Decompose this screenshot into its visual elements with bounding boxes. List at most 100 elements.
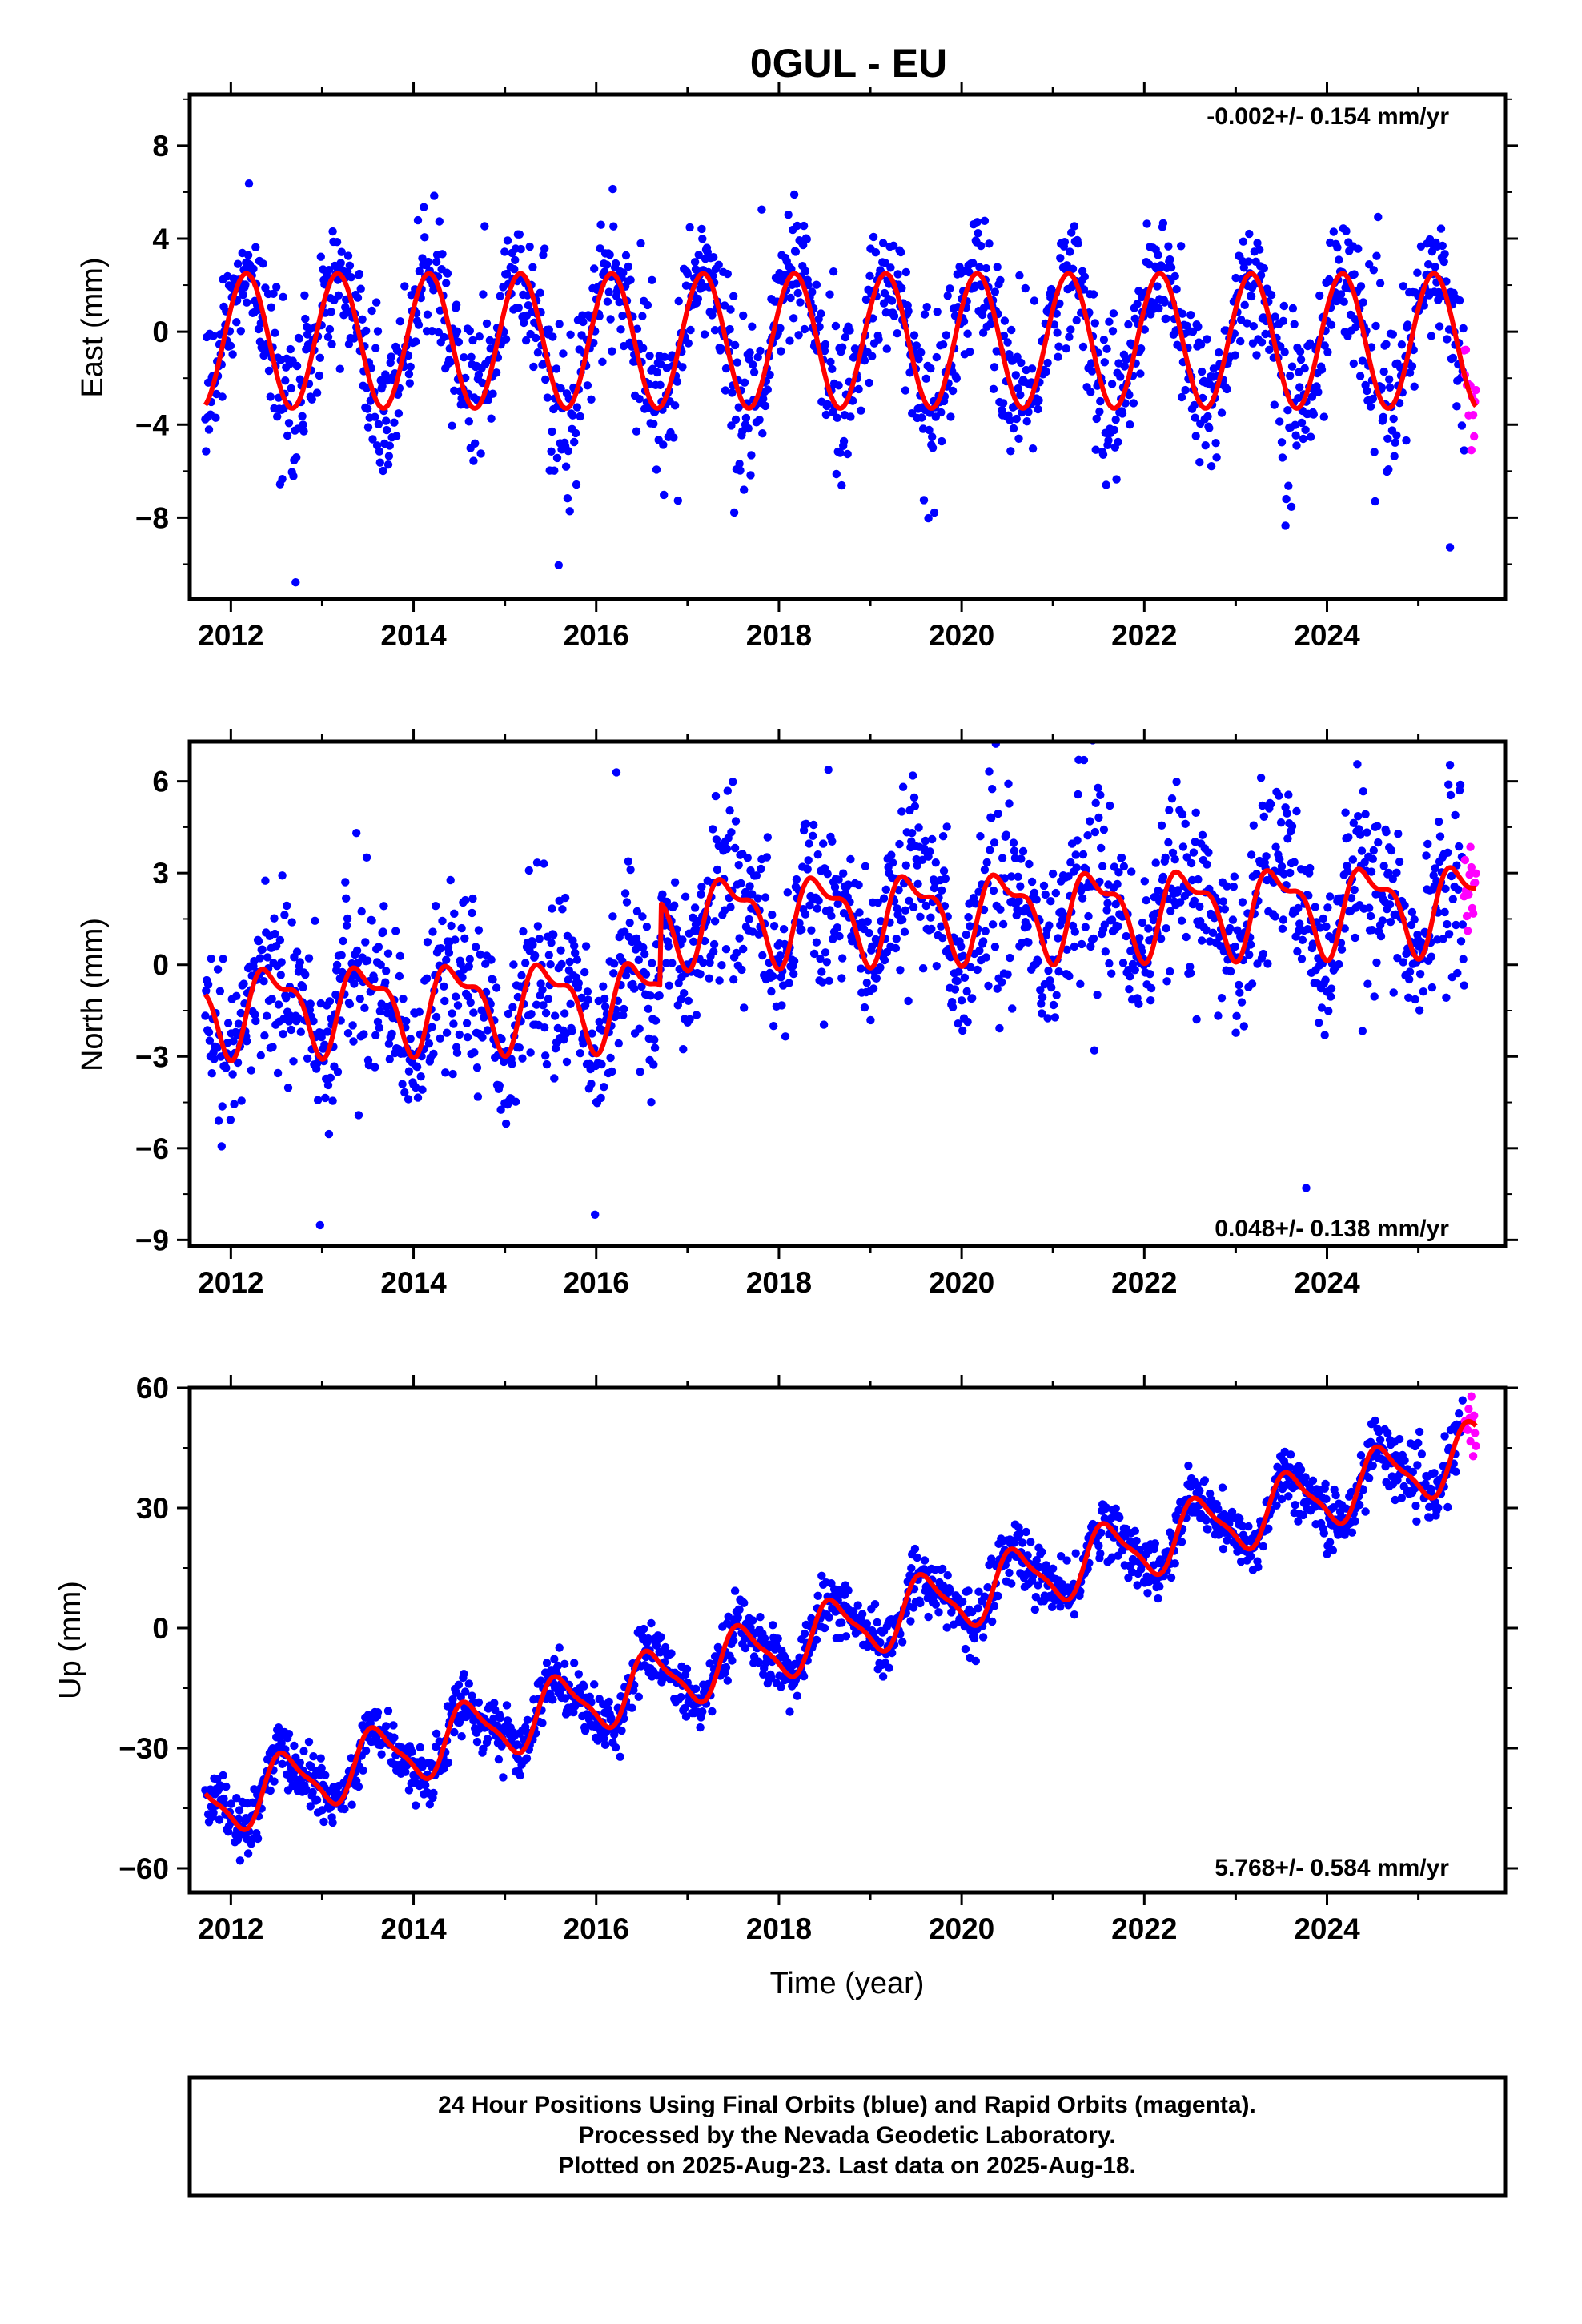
- final-point-north: [367, 916, 376, 925]
- final-point-north: [1262, 852, 1271, 861]
- final-point-up: [1071, 1549, 1080, 1558]
- final-point-north: [441, 1068, 450, 1077]
- final-point-east: [1012, 414, 1021, 424]
- final-point-east: [832, 469, 841, 479]
- final-point-north: [1447, 871, 1456, 881]
- final-point-east: [1287, 362, 1297, 371]
- final-point-east: [831, 321, 841, 331]
- final-point-up: [924, 1612, 933, 1622]
- final-point-north: [527, 1010, 536, 1019]
- final-point-north: [913, 879, 922, 889]
- final-point-east: [1191, 432, 1200, 440]
- final-point-north: [299, 983, 307, 992]
- final-point-up: [837, 1618, 846, 1627]
- final-point-north: [1178, 842, 1188, 851]
- final-point-north: [938, 934, 947, 943]
- final-point-east: [264, 366, 274, 376]
- final-point-north: [1321, 975, 1330, 984]
- final-point-up: [576, 1689, 584, 1698]
- final-point-north: [1039, 881, 1049, 891]
- final-point-east: [793, 221, 801, 231]
- final-point-up: [468, 1691, 476, 1700]
- final-point-east: [500, 247, 509, 256]
- final-point-north: [1407, 907, 1417, 917]
- final-point-north: [964, 913, 973, 922]
- final-point-north: [896, 966, 905, 975]
- final-point-east: [404, 369, 414, 379]
- final-point-east: [1207, 462, 1216, 471]
- final-point-north: [1227, 967, 1235, 976]
- final-point-north: [1122, 931, 1130, 941]
- final-point-east: [576, 412, 584, 421]
- final-point-north: [973, 965, 982, 975]
- final-point-north: [496, 1105, 505, 1114]
- final-point-east: [749, 368, 759, 376]
- final-point-north: [927, 924, 936, 934]
- final-point-up: [1007, 1579, 1016, 1588]
- final-point-east: [1086, 388, 1095, 396]
- final-point-north: [215, 987, 225, 996]
- final-point-east: [1281, 521, 1290, 530]
- final-point-north: [838, 954, 847, 963]
- final-point-north: [325, 997, 335, 1006]
- final-point-east: [1317, 365, 1327, 374]
- final-point-north: [740, 1003, 749, 1012]
- final-point-east: [714, 260, 723, 269]
- final-point-north: [1386, 918, 1395, 927]
- final-point-north: [865, 928, 873, 938]
- final-point-north: [556, 946, 565, 955]
- final-point-east: [271, 328, 279, 337]
- final-point-north: [1054, 934, 1062, 943]
- final-point-up: [898, 1638, 907, 1647]
- final-point-east: [556, 384, 565, 393]
- final-point-east: [1100, 358, 1110, 367]
- final-point-east: [1279, 316, 1288, 325]
- final-point-east: [555, 320, 564, 328]
- final-point-up: [412, 1801, 420, 1810]
- final-point-up: [383, 1707, 393, 1715]
- final-point-up: [560, 1659, 569, 1668]
- final-point-north: [612, 768, 621, 777]
- final-point-north: [1010, 846, 1019, 855]
- final-point-north: [548, 904, 556, 913]
- final-point-north: [256, 1051, 265, 1060]
- final-point-north: [1157, 935, 1166, 943]
- final-point-north: [442, 955, 451, 964]
- final-point-east: [977, 241, 986, 251]
- final-point-east: [1217, 408, 1227, 417]
- final-point-up: [389, 1721, 398, 1730]
- final-point-north: [457, 923, 466, 933]
- final-point-north: [341, 878, 350, 887]
- final-point-north: [1340, 924, 1349, 933]
- final-point-up: [1143, 1589, 1152, 1598]
- final-point-east: [1374, 212, 1383, 222]
- final-point-north: [1177, 707, 1185, 715]
- final-point-up: [946, 1586, 954, 1594]
- final-point-north: [637, 982, 646, 991]
- final-point-up: [299, 1747, 308, 1755]
- final-point-north: [581, 942, 591, 951]
- final-point-up: [401, 1767, 410, 1776]
- final-point-east: [1055, 299, 1064, 308]
- points-east: [201, 179, 1480, 587]
- final-point-up: [696, 1723, 705, 1732]
- final-point-north: [406, 1035, 415, 1043]
- final-point-north: [1460, 981, 1468, 990]
- final-point-east: [488, 389, 497, 398]
- final-point-north: [1098, 862, 1107, 870]
- final-point-north: [1032, 895, 1041, 904]
- final-point-north: [835, 931, 844, 941]
- final-point-east: [1336, 290, 1346, 299]
- final-point-east: [454, 337, 464, 347]
- final-point-east: [486, 344, 495, 353]
- final-point-east: [1283, 406, 1292, 415]
- final-point-east: [1125, 390, 1134, 400]
- final-point-north: [737, 965, 746, 975]
- final-point-up: [1132, 1536, 1141, 1546]
- final-point-north: [519, 927, 528, 936]
- final-point-north: [897, 807, 906, 816]
- final-point-east: [1197, 367, 1207, 376]
- final-point-east: [893, 329, 901, 338]
- final-point-east: [1265, 345, 1274, 354]
- final-point-north: [781, 1032, 790, 1041]
